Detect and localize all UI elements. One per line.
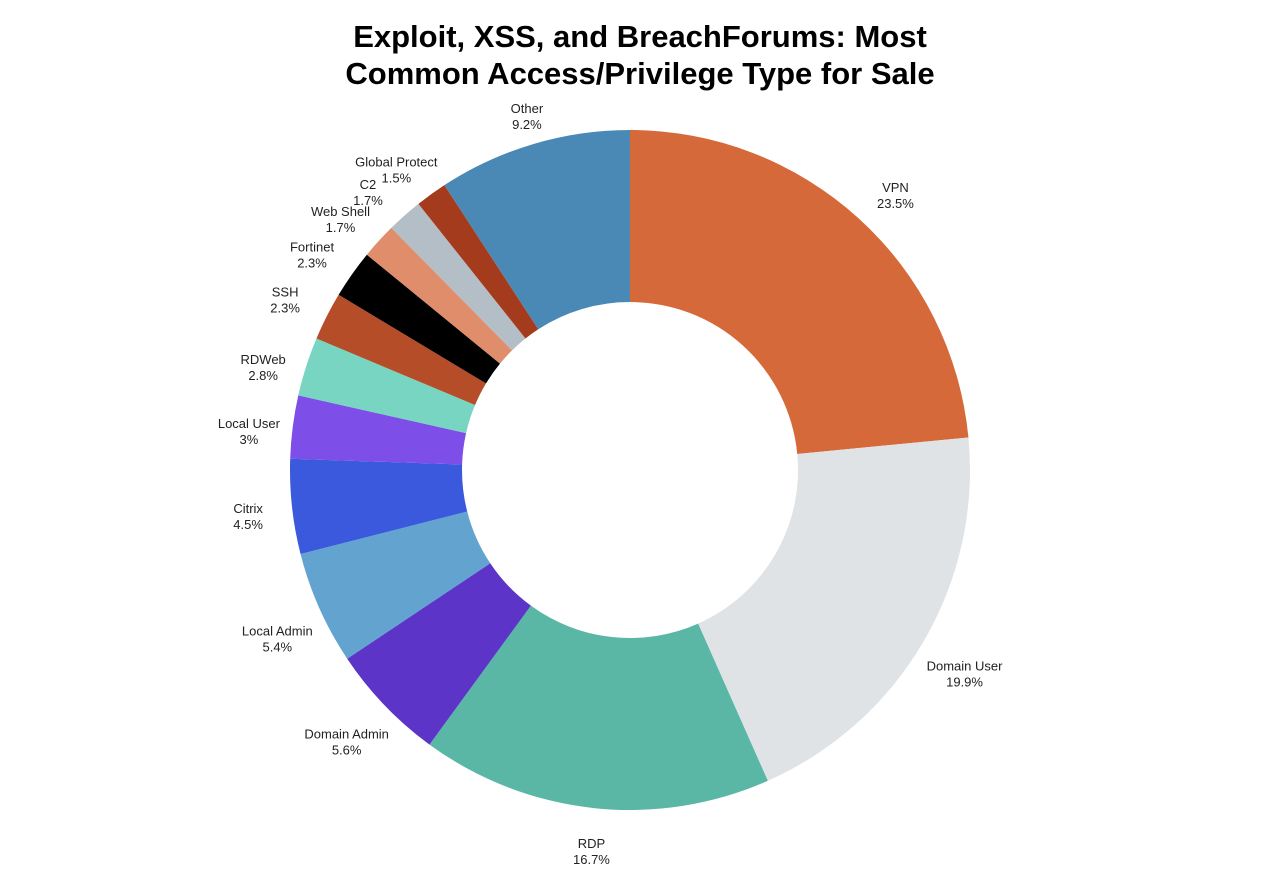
label-domain-admin-value: 5.6%	[332, 742, 362, 757]
donut-slices	[290, 130, 970, 811]
label-citrix-value: 4.5%	[233, 517, 263, 532]
label-global-protect-name: Global Protect	[355, 154, 438, 169]
chart-title: Exploit, XSS, and BreachForums: Most Com…	[240, 18, 1040, 92]
label-c2-name: C2	[360, 177, 377, 192]
slice-web-shell	[366, 227, 513, 364]
slice-global-protect	[418, 185, 539, 339]
slice-other	[444, 130, 630, 330]
slice-ssh	[316, 294, 487, 406]
label-rdweb-value: 2.8%	[248, 368, 278, 383]
label-web-shell-name: Web Shell	[311, 204, 370, 219]
slice-local-admin	[300, 511, 491, 659]
label-domain-admin-name: Domain Admin	[304, 726, 389, 741]
chart-title-line-1: Exploit, XSS, and BreachForums: Most	[353, 19, 927, 54]
label-domain-user-value: 19.9%	[946, 675, 983, 690]
chart-title-line-2: Common Access/Privilege Type for Sale	[345, 56, 935, 91]
slice-c2	[391, 203, 526, 351]
label-rdp-name: RDP	[578, 836, 605, 851]
label-web-shell-value: 1.7%	[326, 220, 356, 235]
label-vpn-name: VPN	[882, 180, 909, 195]
label-other-name: Other	[511, 101, 544, 116]
label-citrix-name: Citrix	[233, 501, 263, 516]
label-rdp-value: 16.7%	[573, 852, 610, 867]
label-domain-user-name: Domain User	[927, 659, 1004, 674]
label-ssh-value: 2.3%	[270, 300, 300, 315]
slice-domain-admin	[347, 563, 531, 745]
label-local-admin-name: Local Admin	[242, 623, 313, 638]
label-global-protect-value: 1.5%	[382, 170, 412, 185]
slice-vpn	[630, 130, 969, 454]
slice-local-user	[290, 395, 467, 465]
label-fortinet-value: 2.3%	[297, 256, 327, 271]
slice-fortinet	[338, 254, 500, 384]
label-other-value: 9.2%	[512, 117, 542, 132]
slice-citrix	[290, 458, 468, 554]
label-c2-value: 1.7%	[353, 193, 383, 208]
label-local-user-name: Local User	[218, 416, 281, 431]
label-fortinet-name: Fortinet	[290, 240, 334, 255]
label-rdweb-name: RDWeb	[241, 352, 286, 367]
slice-rdweb	[298, 338, 476, 434]
label-vpn-value: 23.5%	[877, 196, 914, 211]
label-local-admin-value: 5.4%	[262, 639, 292, 654]
slice-domain-user	[698, 437, 970, 781]
slice-rdp	[429, 605, 768, 811]
label-local-user-value: 3%	[240, 432, 259, 447]
label-ssh-name: SSH	[272, 284, 299, 299]
